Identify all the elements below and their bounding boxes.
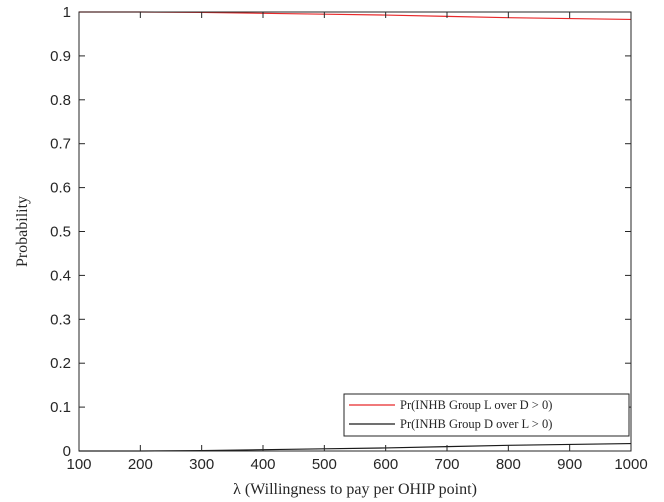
x-tick-label: 300 [189, 456, 214, 473]
x-axis: 100 200 300 400 500 600 700 800 900 1000 [66, 12, 648, 473]
x-tick-label: 900 [557, 456, 582, 473]
x-tick-label: 600 [373, 456, 398, 473]
y-tick-label: 0.6 [50, 180, 71, 197]
legend-box [343, 393, 630, 437]
y-tick-label: 0.5 [50, 224, 71, 241]
y-tick-label: 0.7 [50, 136, 71, 153]
y-tick-label: 0.2 [50, 355, 71, 372]
x-tick-label: 400 [250, 456, 275, 473]
y-tick-label: 0 [63, 443, 71, 460]
x-tick-label: 700 [434, 456, 459, 473]
legend-label-2: Pr(INHB Group D over L > 0) [400, 417, 552, 431]
legend: Pr(INHB Group L over D > 0) Pr(INHB Group… [343, 393, 630, 437]
y-tick-label: 0.1 [50, 399, 71, 416]
x-tick-label: 1000 [614, 456, 647, 473]
y-tick-label: 1 [63, 4, 71, 21]
y-axis: 0 0.1 0.2 0.3 0.4 0.5 0.6 0.7 0.8 0.9 1 [50, 4, 631, 460]
x-tick-label: 800 [496, 456, 521, 473]
y-tick-label: 0.8 [50, 92, 71, 109]
x-tick-label: 100 [66, 456, 91, 473]
x-axis-label: λ (Willingness to pay per OHIP point) [233, 481, 477, 498]
plot-area [79, 12, 631, 451]
y-axis-label: Probability [14, 196, 31, 267]
legend-label-1: Pr(INHB Group L over D > 0) [400, 398, 552, 412]
y-tick-label: 0.4 [50, 267, 71, 284]
y-tick-label: 0.9 [50, 48, 71, 65]
x-tick-label: 500 [312, 456, 337, 473]
y-tick-label: 0.3 [50, 311, 71, 328]
x-tick-label: 200 [128, 456, 153, 473]
